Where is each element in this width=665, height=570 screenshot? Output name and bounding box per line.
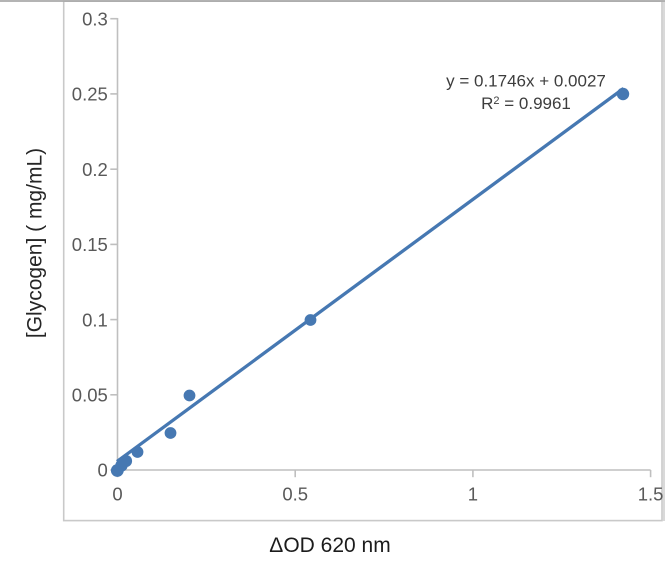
svg-text:ΔOD 620 nm: ΔOD 620 nm <box>269 534 390 557</box>
svg-text:0.2: 0.2 <box>82 159 108 180</box>
svg-text:1: 1 <box>468 484 478 505</box>
svg-text:y = 0.1746x + 0.0027: y = 0.1746x + 0.0027 <box>446 72 606 91</box>
svg-text:0.15: 0.15 <box>72 234 108 255</box>
svg-text:0.05: 0.05 <box>72 385 108 406</box>
svg-text:0.25: 0.25 <box>72 84 108 105</box>
svg-text:0.5: 0.5 <box>282 484 308 505</box>
svg-text:0.1: 0.1 <box>82 309 108 330</box>
svg-text:R2 = 0.9961: R2 = 0.9961 <box>481 94 571 113</box>
svg-text:[Glycogen] ( mg/mL): [Glycogen] ( mg/mL) <box>24 148 47 338</box>
svg-text:1.5: 1.5 <box>638 484 664 505</box>
svg-text:0: 0 <box>112 484 122 505</box>
svg-text:0.3: 0.3 <box>82 8 108 29</box>
svg-text:0: 0 <box>98 460 108 481</box>
